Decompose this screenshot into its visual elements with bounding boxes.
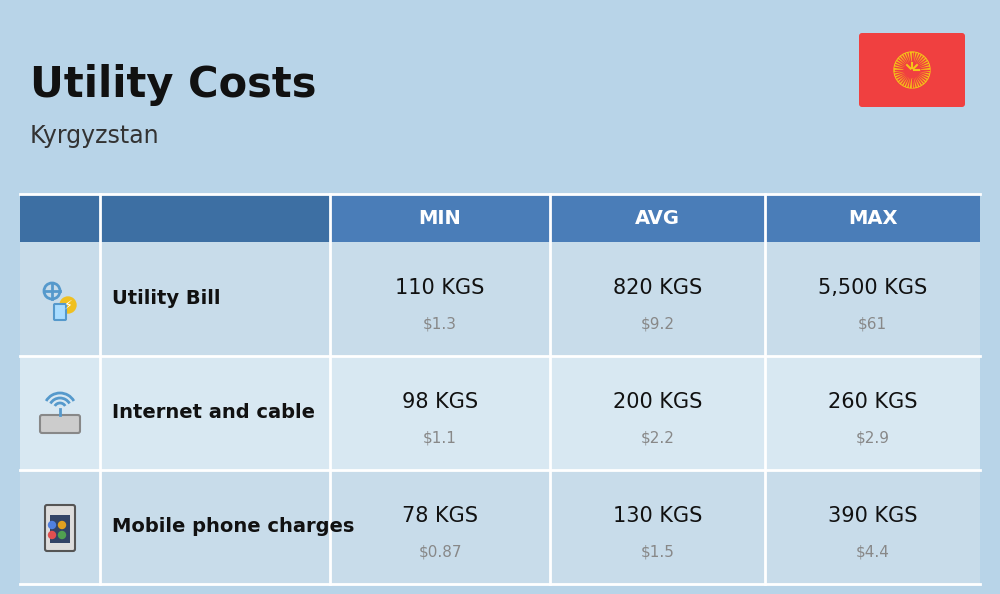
Bar xyxy=(550,356,765,470)
Text: $1.5: $1.5 xyxy=(641,545,674,560)
Text: $4.4: $4.4 xyxy=(856,545,889,560)
Text: Internet and cable: Internet and cable xyxy=(112,403,315,422)
FancyBboxPatch shape xyxy=(859,33,965,107)
Text: Kyrgyzstan: Kyrgyzstan xyxy=(30,124,160,148)
Text: 390 KGS: 390 KGS xyxy=(828,505,917,526)
Bar xyxy=(330,194,550,242)
Circle shape xyxy=(58,532,66,539)
Bar xyxy=(330,242,550,356)
Text: 110 KGS: 110 KGS xyxy=(395,277,485,298)
Text: Mobile phone charges: Mobile phone charges xyxy=(112,517,354,536)
Bar xyxy=(20,470,100,584)
Text: Utility Costs: Utility Costs xyxy=(30,64,316,106)
Bar xyxy=(765,470,980,584)
FancyBboxPatch shape xyxy=(50,515,70,543)
Bar xyxy=(100,470,330,584)
Bar xyxy=(330,356,550,470)
Text: 5,500 KGS: 5,500 KGS xyxy=(818,277,927,298)
Bar xyxy=(550,242,765,356)
Bar xyxy=(550,194,765,242)
Text: MAX: MAX xyxy=(848,208,897,228)
Bar xyxy=(100,194,330,242)
Text: 260 KGS: 260 KGS xyxy=(828,391,917,412)
FancyBboxPatch shape xyxy=(45,505,75,551)
FancyBboxPatch shape xyxy=(40,415,80,433)
Text: ⚡: ⚡ xyxy=(64,299,72,311)
Text: $0.87: $0.87 xyxy=(418,545,462,560)
Text: 130 KGS: 130 KGS xyxy=(613,505,702,526)
Text: Utility Bill: Utility Bill xyxy=(112,289,220,308)
Bar xyxy=(765,242,980,356)
FancyBboxPatch shape xyxy=(54,304,66,320)
Bar xyxy=(100,356,330,470)
Text: $9.2: $9.2 xyxy=(640,317,674,331)
Bar xyxy=(20,356,100,470)
Text: 78 KGS: 78 KGS xyxy=(402,505,478,526)
Bar xyxy=(100,242,330,356)
Circle shape xyxy=(58,522,66,529)
Bar xyxy=(765,356,980,470)
Text: 200 KGS: 200 KGS xyxy=(613,391,702,412)
Bar xyxy=(330,470,550,584)
Text: $2.2: $2.2 xyxy=(641,431,674,446)
Bar xyxy=(20,242,100,356)
Circle shape xyxy=(894,52,930,88)
Circle shape xyxy=(904,62,920,78)
Text: MIN: MIN xyxy=(419,208,461,228)
Text: 98 KGS: 98 KGS xyxy=(402,391,478,412)
Text: $2.9: $2.9 xyxy=(856,431,890,446)
Circle shape xyxy=(60,297,76,313)
Circle shape xyxy=(48,532,56,539)
Text: AVG: AVG xyxy=(635,208,680,228)
Text: 820 KGS: 820 KGS xyxy=(613,277,702,298)
Bar xyxy=(20,194,100,242)
Bar xyxy=(765,194,980,242)
Bar xyxy=(550,470,765,584)
Text: $1.1: $1.1 xyxy=(423,431,457,446)
Text: $61: $61 xyxy=(858,317,887,331)
Circle shape xyxy=(48,522,56,529)
Text: $1.3: $1.3 xyxy=(423,317,457,331)
